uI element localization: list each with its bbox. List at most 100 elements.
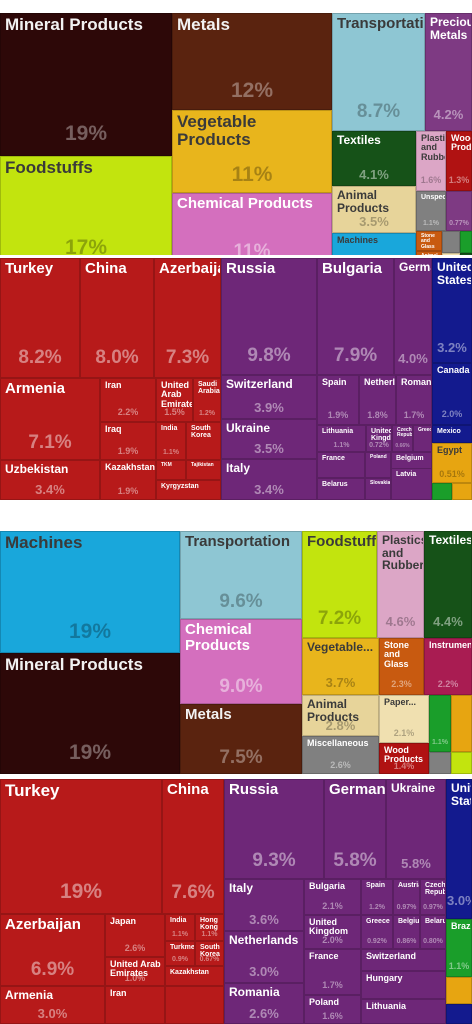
tile-greece[interactable]: Greece 0.92% [361, 915, 393, 949]
tile-precious-metals[interactable]: Precious Metals 4.2% [425, 13, 472, 131]
tile-united-arab-emirates[interactable]: United Arab Emirates 1.0% [105, 957, 165, 986]
tile-mineral-products[interactable]: Mineral Products 19% [0, 13, 172, 156]
tile-chemical-products[interactable]: Chemical Products 11% [172, 193, 332, 255]
tile-transportation[interactable]: Transportation 9.6% [180, 531, 302, 619]
tile-paper[interactable]: Paper... 2.1% [379, 695, 429, 743]
tile-czech-republic[interactable]: Czech Republic 0.97% [420, 879, 446, 915]
tile-hungary[interactable]: Hungary [361, 971, 446, 999]
tile-machines[interactable]: Machines 19% [0, 531, 180, 653]
tile-netherlands[interactable]: Netherlands 3.0% [224, 931, 304, 983]
tile-belarus[interactable]: Belarus 0.80% [420, 915, 446, 949]
tile-uzbekistan[interactable]: Uzbekistan 3.4% [0, 460, 100, 500]
tile-switzerland[interactable]: Switzerland [361, 949, 446, 971]
tile-stone-and-glass[interactable]: Stone and Glass [416, 231, 442, 251]
tile-transportation[interactable]: Transportation 8.7% [332, 13, 425, 131]
tile-brazil[interactable]: Brazil 1.1% [446, 919, 472, 977]
tile-bulgaria[interactable]: Bulgaria 7.9% [317, 258, 394, 375]
tile-india[interactable]: India 1.1% [165, 914, 195, 941]
tile-wood-products[interactable]: Wood Products 1.4% [379, 743, 429, 774]
tile-hong-kong[interactable]: Hong Kong 1.1% [195, 914, 224, 941]
tile-ukraine[interactable]: Ukraine 5.8% [386, 779, 446, 879]
tile-egypt[interactable]: Egypt 0.51% [432, 443, 472, 483]
tile-other-18[interactable] [442, 253, 460, 255]
tile-spain[interactable]: Spain 1.9% [317, 375, 359, 425]
tile-other-13[interactable]: 0.77% [446, 191, 472, 231]
tile-japan[interactable]: Japan 2.6% [105, 914, 165, 957]
tile-united-states[interactable]: United States 3.2% [432, 258, 472, 363]
tile-foodstuffs[interactable]: Foodstuffs 7.2% [302, 531, 377, 638]
tile-saudi-arabia[interactable]: Saudi Arabia 1.2% [193, 378, 221, 422]
tile-stone-and-glass[interactable]: Stone and Glass 2.3% [379, 638, 424, 695]
tile-kazakhstan[interactable]: Kazakhstan 1.9% [100, 460, 156, 500]
tile-kazakhstan[interactable]: Kazakhstan [165, 966, 224, 986]
tile-czech-republic[interactable]: Czech Republic 0.66% [392, 425, 413, 452]
tile-south-korea[interactable]: South Korea [186, 422, 221, 460]
tile-iraq[interactable]: Iraq 1.9% [100, 422, 156, 460]
tile-other-15[interactable]: 1.1% [429, 695, 451, 752]
tile-other-18[interactable] [451, 752, 472, 774]
tile-france[interactable]: France 1.7% [304, 949, 361, 995]
tile-animal-products[interactable]: Animal Products 3.5% [332, 186, 416, 233]
tile-machines[interactable]: Machines2.5% [332, 233, 416, 255]
tile-chemical-products[interactable]: Chemical Products 9.0% [180, 619, 302, 704]
tile-metals[interactable]: Metals 12% [172, 13, 332, 110]
tile-united-kingdom[interactable]: United Kingdom0.72% [366, 425, 392, 452]
tile-united-kingdom[interactable]: United Kingdom 2.0% [304, 915, 361, 949]
tile-germany[interactable]: Germany 4.0% [394, 258, 432, 375]
tile-slovakia[interactable]: Slovakia [365, 478, 391, 500]
tile-austria[interactable]: Austria 0.97% [393, 879, 420, 915]
tile-germany[interactable]: Germany 5.8% [324, 779, 386, 879]
tile-india[interactable]: India 1.1% [156, 422, 186, 460]
tile-russia[interactable]: Russia 9.8% [221, 258, 317, 375]
tile-tkm[interactable]: TKM [156, 460, 186, 480]
tile-textiles[interactable]: Textiles 4.1% [332, 131, 416, 186]
tile-switzerland[interactable]: Switzerland 3.9% [221, 375, 317, 419]
tile-spain[interactable]: Spain 1.2% [361, 879, 393, 915]
tile-iran[interactable]: Iran 2.2% [100, 378, 156, 422]
tile-lithuania[interactable]: Lithuania [361, 999, 446, 1024]
tile-china[interactable]: China 8.0% [80, 258, 154, 378]
tile-netherlands[interactable]: Netherlands 1.8% [359, 375, 396, 425]
tile-south-korea[interactable]: South Korea 0.67% [195, 941, 224, 966]
tile-other-39[interactable] [452, 483, 472, 500]
tile-poland[interactable]: Poland 1.6% [304, 995, 361, 1024]
tile-other-17[interactable] [460, 231, 472, 253]
tile-mexico[interactable]: Mexico [432, 425, 472, 443]
tile-other-38[interactable] [432, 483, 452, 500]
tile-russia[interactable]: Russia 9.3% [224, 779, 324, 879]
tile-latvia[interactable]: Latvia [391, 468, 432, 500]
tile-poland[interactable]: Poland [365, 452, 391, 478]
tile-other-16[interactable] [451, 695, 472, 752]
tile-lithuania[interactable]: Lithuania 1.1% [317, 425, 366, 452]
tile-romania[interactable]: Romania 1.7% [396, 375, 432, 425]
tile-mineral-products[interactable]: Mineral Products 19% [0, 653, 180, 774]
tile-china[interactable]: China 7.6% [162, 779, 224, 914]
tile-ukraine[interactable]: Ukraine 3.5% [221, 419, 317, 459]
tile-italy[interactable]: Italy 3.6% [224, 879, 304, 931]
tile-textiles[interactable]: Textiles 4.4% [424, 531, 472, 638]
tile-plastics-and-rubbers[interactable]: Plastics and Rubbers 1.6% [416, 131, 446, 191]
tile-wood-products[interactable]: Wood Products 1.3% [446, 131, 472, 191]
tile-bulgaria[interactable]: Bulgaria 2.1% [304, 879, 361, 915]
tile-other-35[interactable] [446, 1004, 472, 1024]
tile-italy[interactable]: Italy 3.4% [221, 459, 317, 500]
tile-turkmenistan[interactable]: Turkmenistan 0.9% [165, 941, 195, 966]
tile-foodstuffs[interactable]: Foodstuffs 17% [0, 156, 172, 255]
tile-united-states[interactable]: United States 3.0% [446, 779, 472, 919]
tile-vegetable[interactable]: Vegetable... 3.7% [302, 638, 379, 695]
tile-belarus[interactable]: Belarus [317, 478, 365, 500]
tile-instruments[interactable]: Instruments 2.2% [424, 638, 472, 695]
tile-other-17[interactable] [429, 752, 451, 774]
tile-unspecified[interactable]: Unspecified 1.1% [416, 191, 446, 231]
tile-miscellaneous[interactable]: Miscellaneous 2.6% [302, 736, 379, 774]
tile-other-34[interactable] [446, 977, 472, 1004]
tile-other-16[interactable] [442, 231, 460, 253]
tile-vegetable-products[interactable]: Vegetable Products 11% [172, 110, 332, 193]
tile-romania[interactable]: Romania 2.6% [224, 983, 304, 1024]
tile-metals[interactable]: Metals 7.5% [180, 704, 302, 774]
tile-animal-products[interactable]: Animal Products 2.8% [302, 695, 379, 736]
tile-canada[interactable]: Canada 2.0% [432, 363, 472, 425]
tile-kyrgyzstan[interactable]: Kyrgyzstan [156, 480, 221, 500]
tile-turkey[interactable]: Turkey 8.2% [0, 258, 80, 378]
